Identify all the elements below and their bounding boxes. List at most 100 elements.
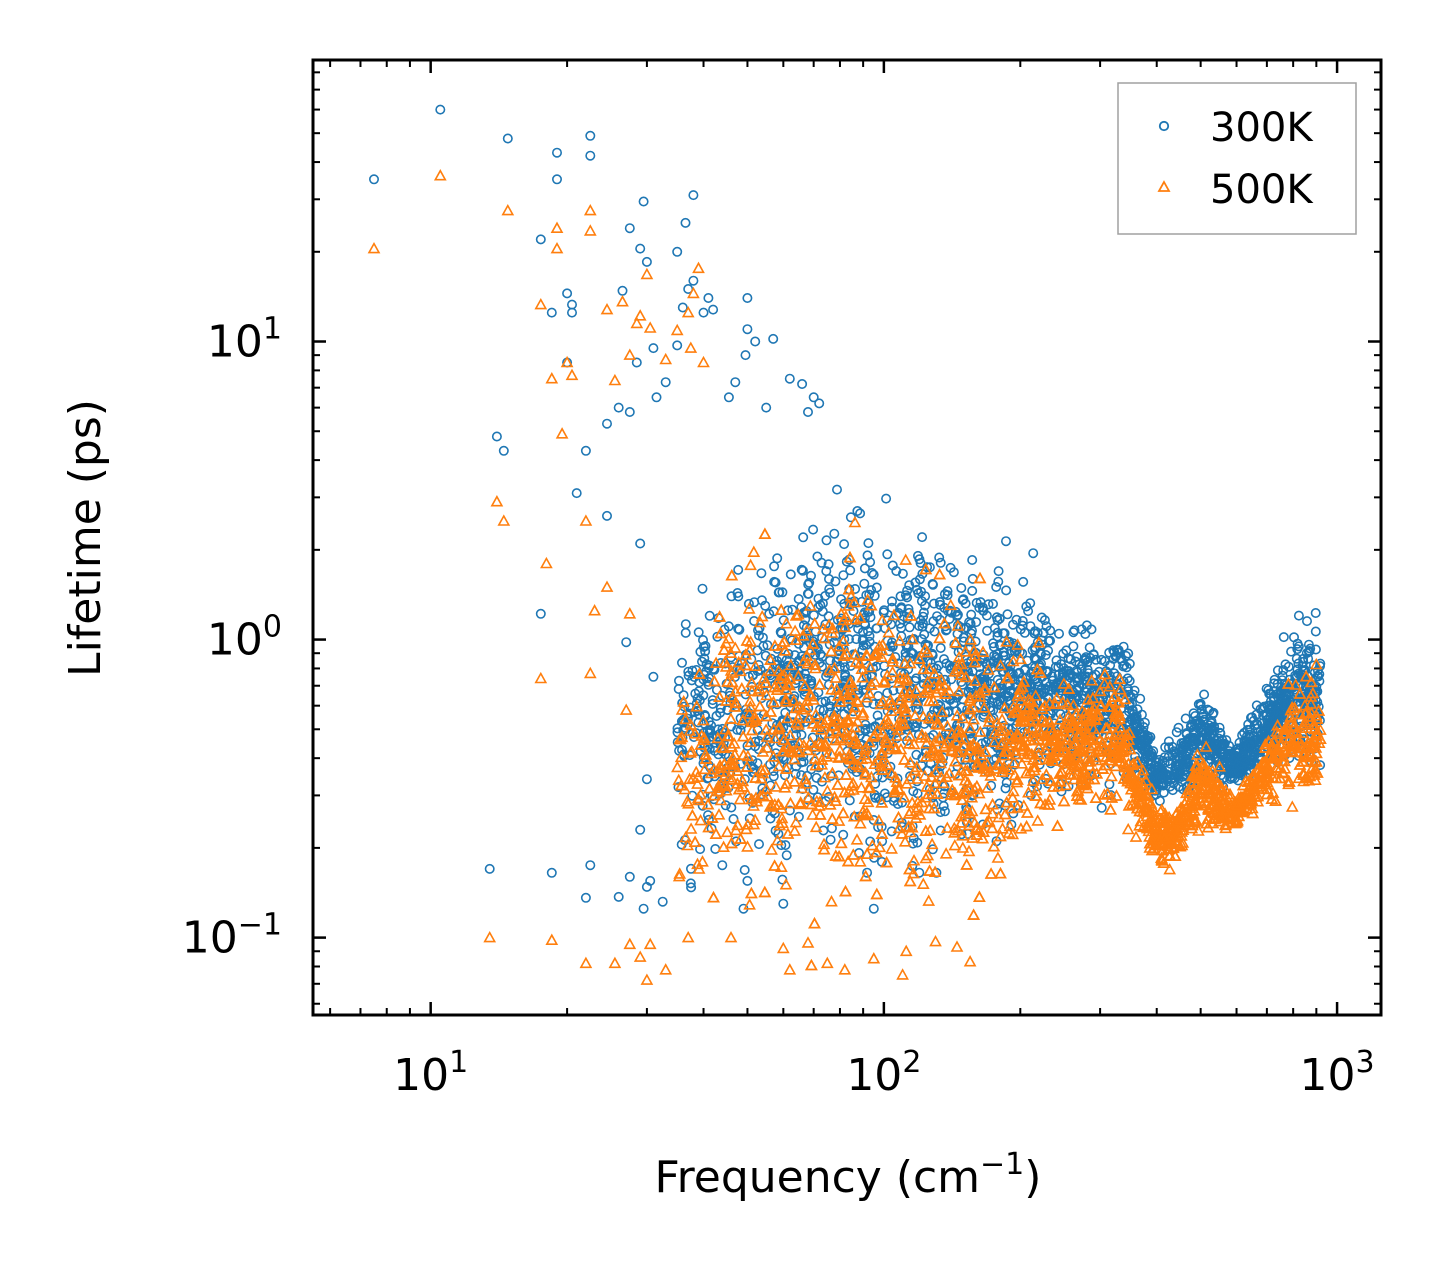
data-point-500k <box>982 715 996 727</box>
data-point-500k <box>948 754 962 767</box>
data-point-300k <box>698 669 709 680</box>
data-point-300k <box>793 811 804 822</box>
data-point-300k <box>803 579 814 590</box>
data-point-500k <box>777 745 791 757</box>
data-point-500k <box>1006 827 1020 840</box>
data-point-500k <box>825 626 839 638</box>
data-point-500k <box>763 664 777 676</box>
data-point-500k <box>783 728 797 741</box>
data-point-300k <box>830 630 841 641</box>
data-point-300k <box>768 333 779 344</box>
data-point-500k <box>817 837 831 850</box>
data-point-500k <box>741 818 755 830</box>
data-point-300k <box>1297 673 1308 684</box>
data-point-500k <box>775 860 788 872</box>
data-point-300k <box>1000 536 1011 547</box>
data-point-300k <box>1039 615 1050 626</box>
data-point-500k <box>1185 821 1199 834</box>
data-point-500k <box>833 743 847 756</box>
data-point-500k <box>825 812 839 824</box>
data-point-500k <box>892 821 906 834</box>
data-point-500k <box>1075 704 1089 716</box>
data-point-300k <box>1302 616 1313 627</box>
data-point-500k <box>939 847 953 859</box>
data-point-300k <box>929 626 940 637</box>
data-point-500k <box>873 639 886 652</box>
data-point-500k <box>839 884 852 897</box>
data-point-500k <box>686 809 699 821</box>
data-point-300k <box>1286 646 1297 657</box>
data-point-500k <box>1057 677 1071 689</box>
data-point-500k <box>1133 795 1146 807</box>
data-point-500k <box>1011 638 1025 650</box>
data-point-500k <box>1094 699 1108 711</box>
data-point-300k <box>971 597 982 608</box>
data-point-300k <box>988 641 999 652</box>
data-point-300k <box>934 596 945 607</box>
data-point-300k <box>1132 704 1143 715</box>
data-point-500k <box>997 748 1011 761</box>
data-point-500k <box>802 711 816 723</box>
data-point-300k <box>917 621 928 632</box>
data-point-300k <box>733 623 744 634</box>
data-point-500k <box>745 723 759 736</box>
data-point-500k <box>941 719 954 732</box>
data-point-300k <box>838 570 849 581</box>
data-point-500k <box>1004 801 1018 814</box>
data-point-300k <box>928 616 939 627</box>
data-point-300k <box>491 431 502 442</box>
data-point-500k <box>741 840 754 852</box>
data-point-500k <box>709 656 723 668</box>
data-point-500k <box>735 682 749 694</box>
data-point-500k <box>949 735 963 748</box>
data-point-300k <box>1001 777 1012 788</box>
data-point-300k <box>823 559 834 570</box>
data-point-300k <box>1279 699 1290 710</box>
data-point-500k <box>1107 690 1121 702</box>
data-point-500k <box>764 653 777 665</box>
data-point-500k <box>743 643 757 656</box>
data-point-500k <box>908 709 922 721</box>
data-point-300k <box>1298 653 1309 664</box>
data-point-300k <box>733 564 744 575</box>
data-point-300k <box>861 590 872 601</box>
data-point-300k <box>735 725 746 736</box>
data-point-500k <box>1251 789 1265 802</box>
data-point-300k <box>772 553 783 564</box>
data-point-500k <box>940 770 953 782</box>
data-point-500k <box>827 709 841 721</box>
data-point-500k <box>1057 794 1071 807</box>
data-point-500k <box>944 598 958 611</box>
data-point-300k <box>859 563 870 574</box>
data-point-300k <box>967 585 978 596</box>
data-point-300k <box>820 696 831 707</box>
data-point-300k <box>1273 718 1284 729</box>
data-point-500k <box>789 815 803 828</box>
data-point-300k <box>971 617 982 628</box>
data-point-500k <box>718 768 732 780</box>
data-point-300k <box>585 150 596 161</box>
data-point-500k <box>1028 760 1042 773</box>
data-point-500k <box>876 726 889 739</box>
data-point-500k <box>981 781 994 793</box>
data-point-300k <box>730 377 741 388</box>
data-point-500k <box>962 818 976 831</box>
data-point-300k <box>1199 689 1210 700</box>
data-point-500k <box>856 706 870 718</box>
data-point-500k <box>919 824 933 836</box>
data-point-500k <box>922 787 935 800</box>
data-point-500k <box>885 766 899 779</box>
data-point-500k <box>863 735 876 748</box>
data-point-300k <box>1028 548 1039 559</box>
data-point-300k <box>1061 665 1072 676</box>
data-point-500k <box>837 733 851 746</box>
data-point-500k <box>905 821 919 833</box>
data-point-500k <box>1189 814 1203 826</box>
data-point-500k <box>814 723 828 735</box>
data-point-300k <box>1208 749 1219 760</box>
data-point-300k <box>1063 653 1074 664</box>
data-point-500k <box>1236 778 1250 791</box>
data-point-300k <box>831 484 842 495</box>
data-point-300k <box>862 550 873 561</box>
data-point-300k <box>638 196 649 207</box>
